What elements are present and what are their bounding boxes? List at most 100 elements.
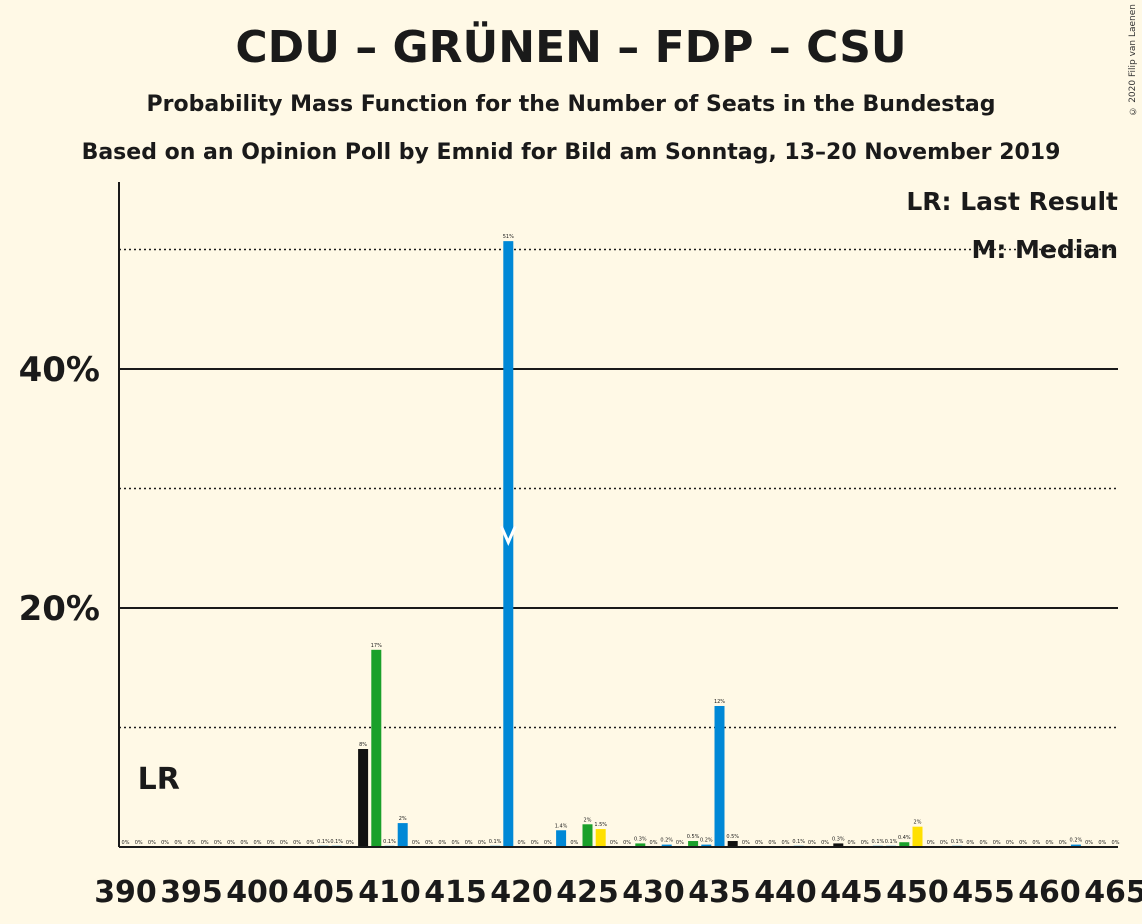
chart-title: CDU – GRÜNEN – FDP – CSU xyxy=(235,22,907,73)
legend-last-result: LR: Last Result xyxy=(906,187,1118,216)
bar-label: 0% xyxy=(940,840,948,846)
bar-label: 0.1% xyxy=(792,839,805,845)
bar xyxy=(595,829,606,847)
bar-label: 0% xyxy=(148,840,156,846)
bar xyxy=(688,841,699,847)
bar-label: 0% xyxy=(1046,840,1054,846)
bar-label: 0% xyxy=(544,840,552,846)
y-tick-label: 40% xyxy=(19,350,100,390)
bar-label: 0% xyxy=(980,840,988,846)
bar xyxy=(661,844,672,847)
bar-label: 0% xyxy=(412,840,420,846)
x-tick-label: 400 xyxy=(226,875,289,910)
bar xyxy=(1070,844,1081,847)
bar-label: 0% xyxy=(188,840,196,846)
bar xyxy=(833,843,844,847)
bars xyxy=(318,241,1081,847)
legend-median: M: Median xyxy=(971,235,1118,264)
bar xyxy=(727,841,738,847)
bar-label: 0% xyxy=(346,840,354,846)
bar-label: 8% xyxy=(359,742,367,748)
bar-label: 0.2% xyxy=(700,838,713,844)
bar-label: 0% xyxy=(135,840,143,846)
bar xyxy=(371,649,382,847)
bar-label: 2% xyxy=(914,820,922,826)
x-tick-label: 455 xyxy=(952,875,1015,910)
bar-label: 0.5% xyxy=(687,834,700,840)
bar-label: 0% xyxy=(1112,840,1120,846)
bar-label: 0% xyxy=(927,840,935,846)
bar-label: 0% xyxy=(782,840,790,846)
bar-label: 0% xyxy=(1019,840,1027,846)
markers: LR xyxy=(138,525,517,797)
bar-label: 0.1% xyxy=(330,839,343,845)
bar-label: 51% xyxy=(503,234,514,240)
x-tick-label: 430 xyxy=(622,875,685,910)
bar-label: 0.1% xyxy=(317,839,330,845)
chart-subtitle-poll: Based on an Opinion Poll by Emnid for Bi… xyxy=(81,140,1061,165)
bar-label: 0% xyxy=(518,840,526,846)
bar-label: 0% xyxy=(848,840,856,846)
bar-label: 0% xyxy=(1032,840,1040,846)
bar-label: 0.2% xyxy=(1070,838,1083,844)
bar-label: 12% xyxy=(714,699,725,705)
x-tick-label: 465 xyxy=(1084,875,1142,910)
x-tick-label: 445 xyxy=(820,875,883,910)
bar-label: 17% xyxy=(371,643,382,649)
bar-label: 0.1% xyxy=(489,839,502,845)
bar-label: 0.2% xyxy=(660,838,673,844)
x-tick-label: 420 xyxy=(490,875,553,910)
bar-label: 0% xyxy=(623,840,631,846)
bar-label: 0% xyxy=(1098,840,1106,846)
bar-label: 1.5% xyxy=(594,822,607,828)
bar-label: 0% xyxy=(254,840,262,846)
bar-label: 0% xyxy=(966,840,974,846)
bar-label: 0% xyxy=(1085,840,1093,846)
axes xyxy=(118,182,1118,848)
x-tick-label: 460 xyxy=(1018,875,1081,910)
bar-label: 0% xyxy=(676,840,684,846)
bar-label: 0% xyxy=(438,840,446,846)
bar-label: 0% xyxy=(293,840,301,846)
x-tick-label: 435 xyxy=(688,875,751,910)
x-tick-label: 440 xyxy=(754,875,817,910)
bar xyxy=(582,824,593,847)
x-tick-label: 410 xyxy=(358,875,421,910)
bar xyxy=(899,842,910,847)
bar-label: 0% xyxy=(306,840,314,846)
bar xyxy=(912,826,923,847)
median-marker xyxy=(499,525,517,547)
x-tick-label: 415 xyxy=(424,875,487,910)
bar-label: 0% xyxy=(214,840,222,846)
x-tick-label: 450 xyxy=(886,875,949,910)
bar-label: 0% xyxy=(452,840,460,846)
bar-label: 0% xyxy=(1006,840,1014,846)
bar-label: 0% xyxy=(993,840,1001,846)
bar-label: 2% xyxy=(584,817,592,823)
bar-label: 0% xyxy=(531,840,539,846)
bar-label: 0.1% xyxy=(872,839,885,845)
bar-label: 0.4% xyxy=(898,835,911,841)
bar-label: 0% xyxy=(161,840,169,846)
bar xyxy=(397,823,408,847)
bar-label: 0% xyxy=(478,840,486,846)
bar-label: 0% xyxy=(821,840,829,846)
bar-label: 0% xyxy=(280,840,288,846)
bar-label: 0% xyxy=(742,840,750,846)
bar-label: 0.1% xyxy=(885,839,898,845)
bar xyxy=(701,844,712,847)
bar-label: 0% xyxy=(755,840,763,846)
y-tick-label: 20% xyxy=(19,589,100,629)
bar-label: 0% xyxy=(174,840,182,846)
bar-label: 2% xyxy=(399,816,407,822)
bar-label: 0.1% xyxy=(383,839,396,845)
x-tick-labels: 390 395 400 405 410 415 420 425 430 435 440 445 450 4… xyxy=(94,875,1142,910)
bar xyxy=(635,843,646,847)
bar-label: 0% xyxy=(768,840,776,846)
bar xyxy=(556,830,567,847)
bar-label: 0% xyxy=(240,840,248,846)
bar-label: 0% xyxy=(808,840,816,846)
x-tick-label: 395 xyxy=(160,875,223,910)
bar-label: 0.3% xyxy=(832,836,845,842)
